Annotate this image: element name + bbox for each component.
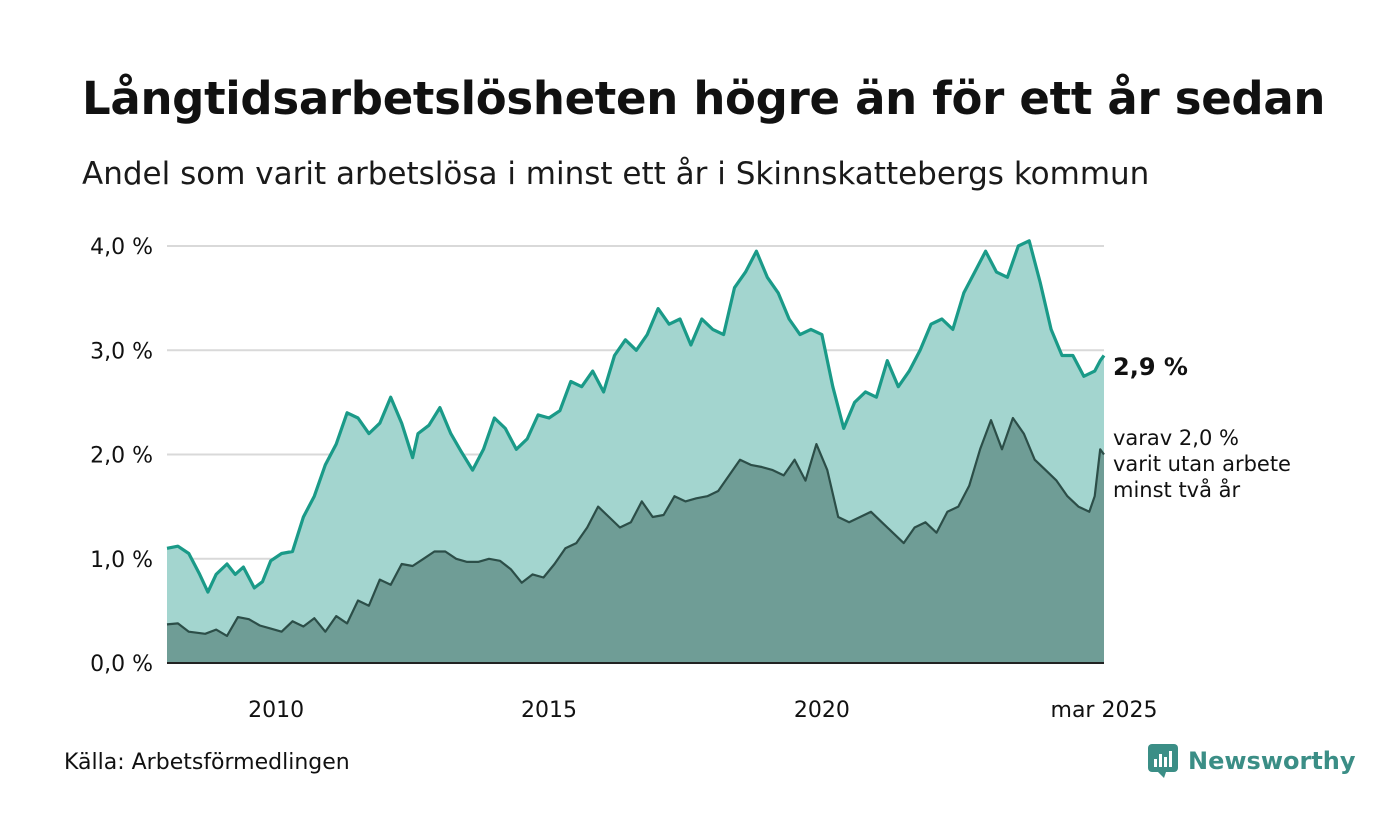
source-note: Källa: Arbetsförmedlingen — [64, 750, 350, 775]
brand-logo[interactable]: Newsworthy — [1148, 744, 1356, 778]
y-axis-tick-labels: 0,0 % 1,0 % 2,0 % 3,0 % 4,0 % — [90, 235, 153, 677]
series-line-upper — [166, 239, 1106, 594]
y-tick-label-4: 4,0 % — [90, 235, 153, 260]
y-tick-label-2: 2,0 % — [90, 444, 153, 469]
chart-title: Långtidsarbetslösheten högre än för ett … — [82, 72, 1326, 125]
sub-label-line-2: varit utan arbete — [1113, 452, 1291, 476]
y-tick-label-1: 1,0 % — [90, 548, 153, 573]
sub-label-line-1: varav 2,0 % — [1113, 426, 1239, 450]
chart-areas — [166, 239, 1106, 664]
x-tick-label-3: mar 2025 — [1051, 698, 1158, 723]
sub-label-line-3: minst två år — [1113, 477, 1241, 502]
area-fill-lower — [167, 418, 1104, 663]
last-value-label: 2,9 % — [1113, 353, 1188, 381]
x-tick-label-2: 2020 — [794, 698, 850, 723]
x-tick-label-0: 2010 — [248, 698, 304, 723]
area-chart: 0,0 % 1,0 % 2,0 % 3,0 % 4,0 % 2010 2015 2020 ma… — [90, 235, 1291, 723]
x-axis-tick-labels: 2010 2015 2020 mar 2025 — [248, 698, 1157, 723]
brand-name: Newsworthy — [1188, 747, 1356, 775]
newsworthy-logo-icon — [1148, 744, 1178, 778]
series-line-lower — [166, 416, 1105, 637]
x-tick-label-1: 2015 — [521, 698, 577, 723]
y-tick-label-0: 0,0 % — [90, 652, 153, 677]
y-tick-label-3: 3,0 % — [90, 339, 153, 364]
chart-subtitle: Andel som varit arbetslösa i minst ett å… — [82, 156, 1150, 192]
